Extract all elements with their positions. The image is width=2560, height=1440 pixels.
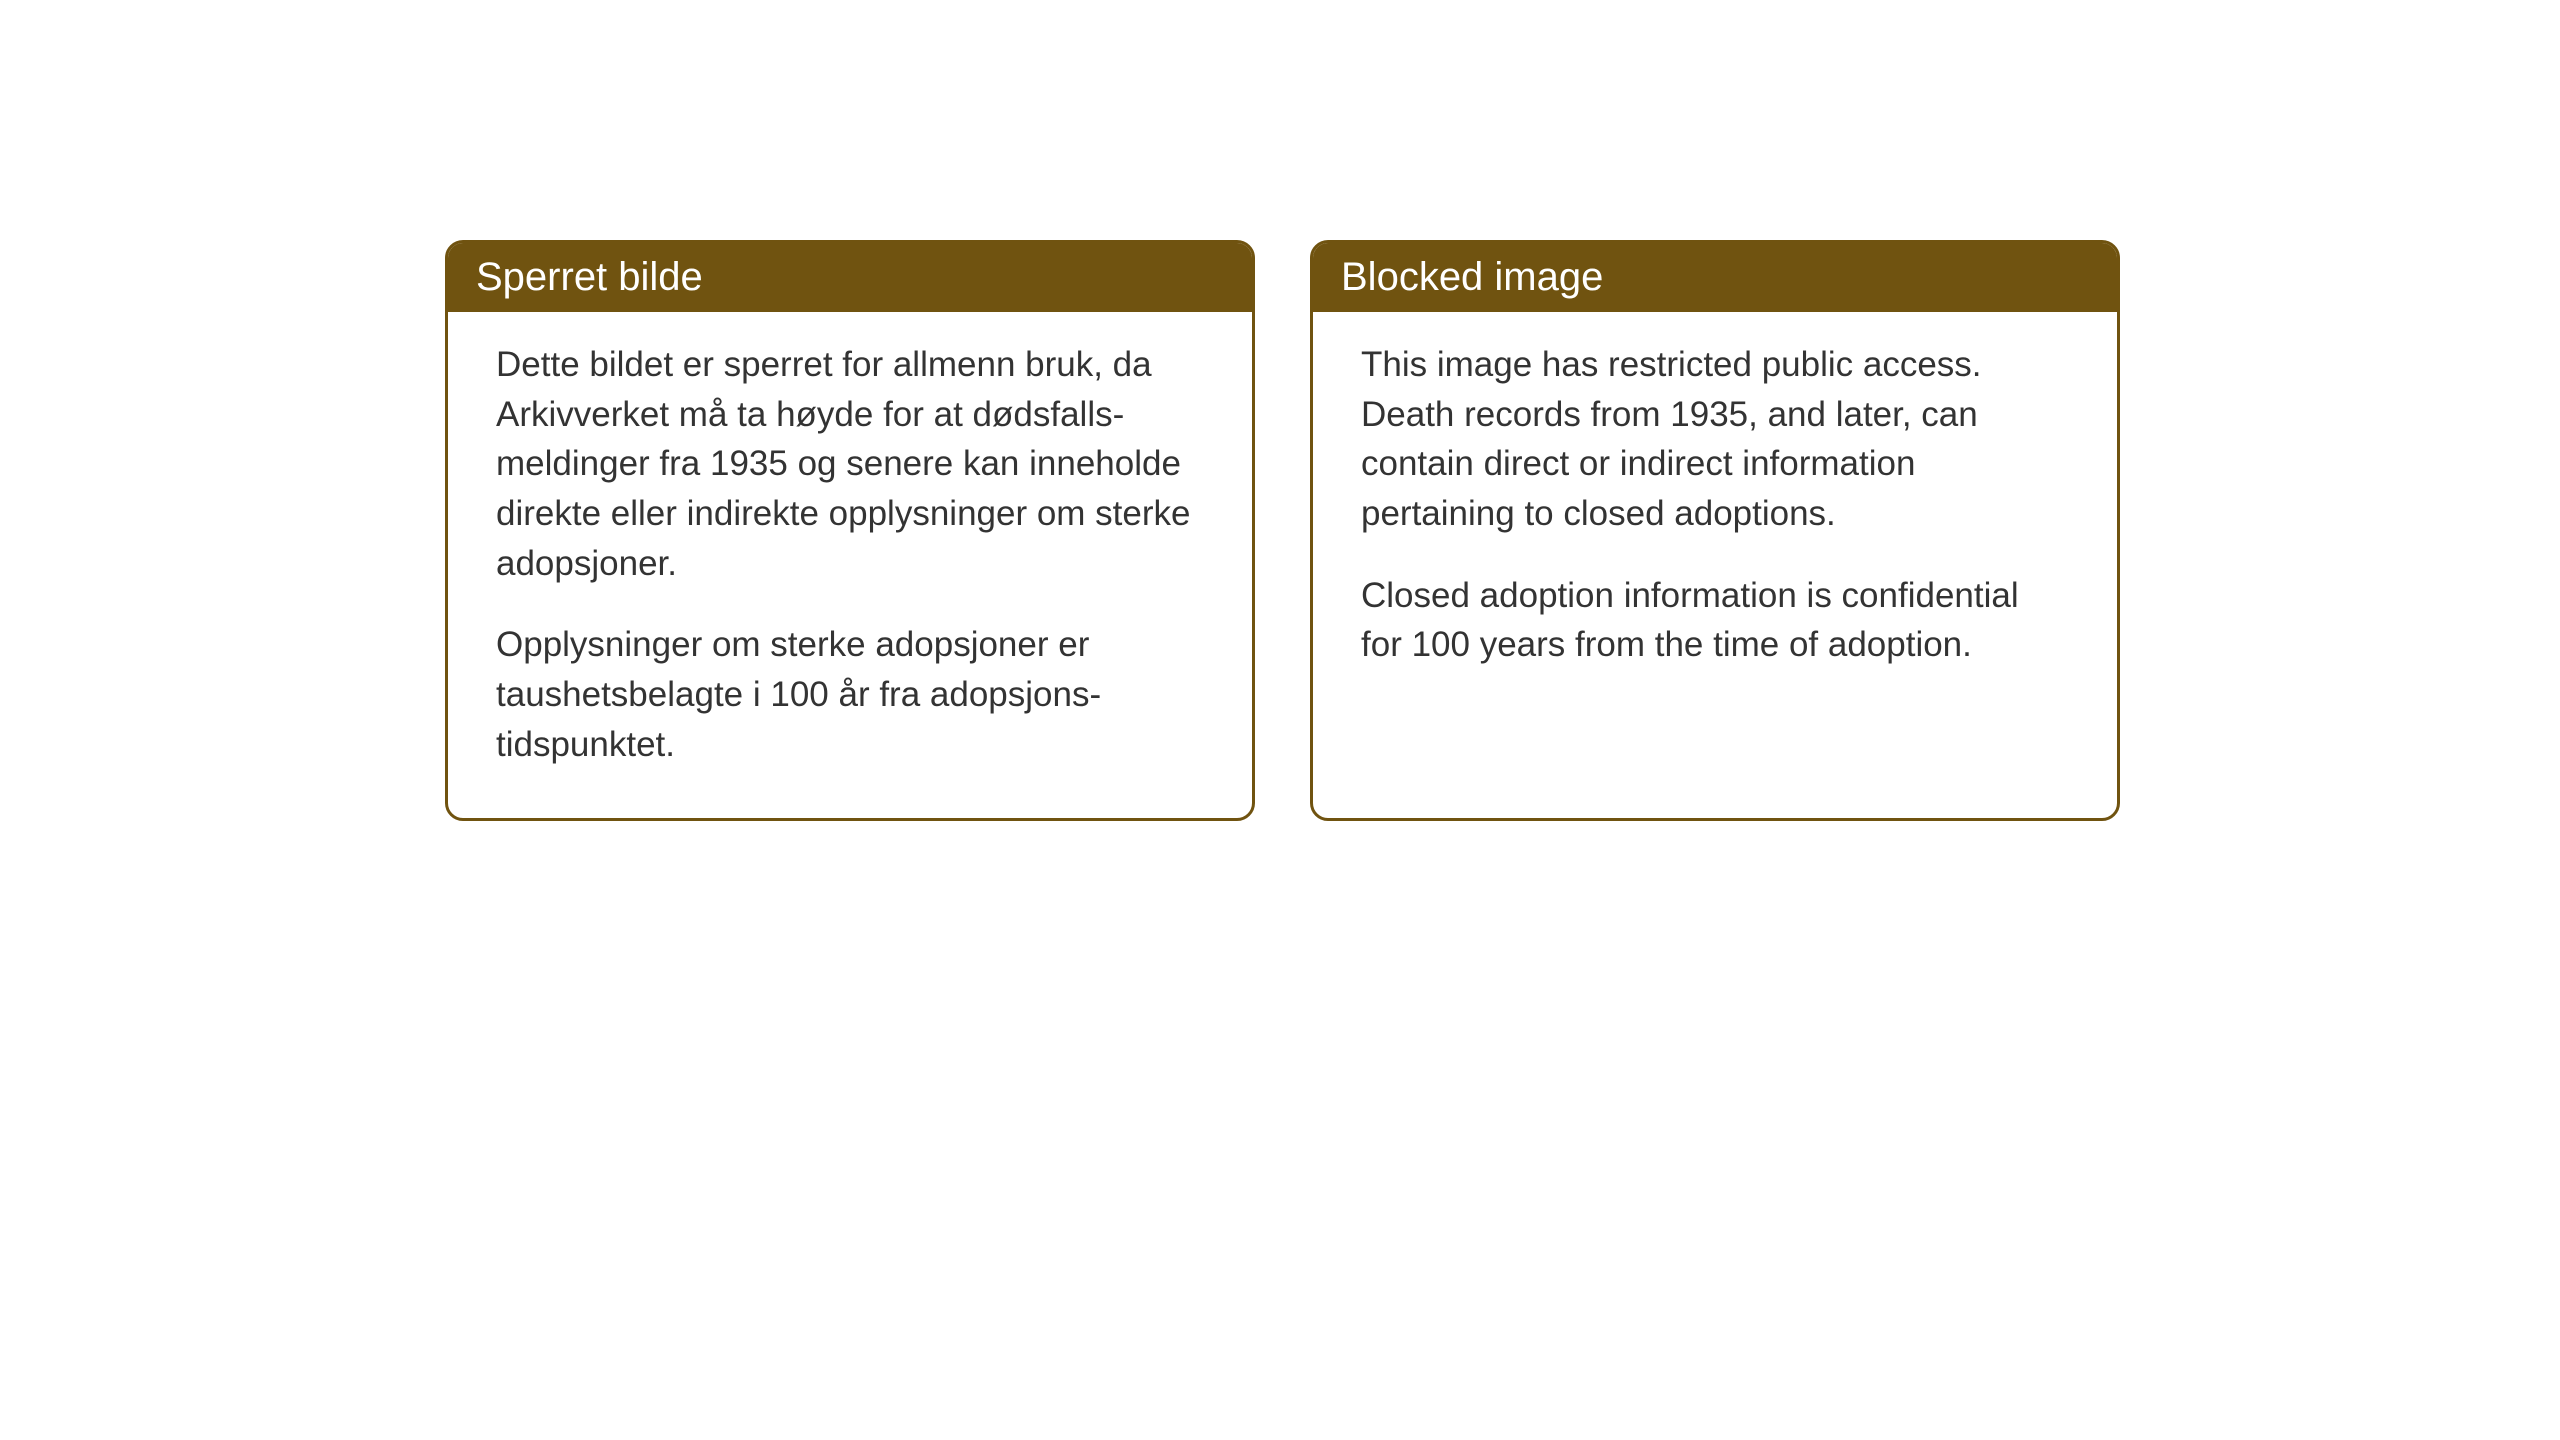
notice-card-norwegian: Sperret bilde Dette bildet er sperret fo… — [445, 240, 1255, 821]
notice-container: Sperret bilde Dette bildet er sperret fo… — [445, 240, 2120, 821]
card-header-english: Blocked image — [1313, 243, 2117, 312]
paragraph-1-english: This image has restricted public access.… — [1361, 340, 2069, 539]
card-title-norwegian: Sperret bilde — [476, 255, 703, 299]
notice-card-english: Blocked image This image has restricted … — [1310, 240, 2120, 821]
paragraph-2-norwegian: Opplysninger om sterke adopsjoner er tau… — [496, 620, 1204, 769]
card-header-norwegian: Sperret bilde — [448, 243, 1252, 312]
card-body-norwegian: Dette bildet er sperret for allmenn bruk… — [448, 312, 1252, 818]
paragraph-2-english: Closed adoption information is confident… — [1361, 571, 2069, 670]
card-body-english: This image has restricted public access.… — [1313, 312, 2117, 718]
card-title-english: Blocked image — [1341, 255, 1603, 299]
paragraph-1-norwegian: Dette bildet er sperret for allmenn bruk… — [496, 340, 1204, 588]
